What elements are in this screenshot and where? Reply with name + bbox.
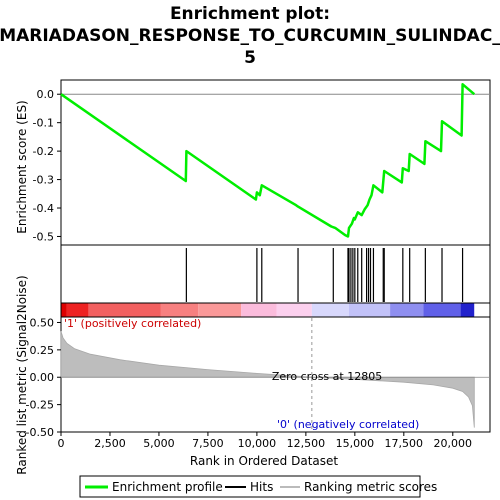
color-bar-segment xyxy=(423,303,461,317)
es-axis-label: Enrichment score (ES) xyxy=(15,100,29,233)
color-bar-segment xyxy=(160,303,199,317)
es-tick-label: -0.1 xyxy=(33,117,54,130)
x-tick-label: 5,000 xyxy=(143,437,175,450)
enrichment-score-panel: 0.0 -0.1 -0.2 -0.3 -0.4 -0.5 xyxy=(33,79,491,246)
es-panel-frame xyxy=(60,79,491,246)
chart-title-line-1: Enrichment plot: xyxy=(170,4,330,24)
ranked-metric-panel: 0.50 0.25 0.00 -0.25 -0.50 Zero cross at 1280… xyxy=(26,316,491,439)
x-tick-label: 17,500 xyxy=(385,437,424,450)
es-tick-label: -0.3 xyxy=(33,174,54,187)
metric-tick-label: -0.50 xyxy=(26,426,54,439)
color-bar-segment xyxy=(61,303,67,317)
metric-tick-label: 0.00 xyxy=(30,371,55,384)
x-tick-label: 2,500 xyxy=(94,437,126,450)
chart-title-line-3: 5 xyxy=(244,48,256,68)
metric-tick-label: 0.25 xyxy=(30,344,55,357)
legend: Enrichment profile Hits Ranking metric s… xyxy=(79,475,437,498)
color-bar-segment xyxy=(311,303,349,317)
x-tick-label: 0 xyxy=(58,437,65,450)
es-tick-label: -0.2 xyxy=(33,145,54,158)
negative-correlation-label: '0' (negatively correlated) xyxy=(277,418,419,431)
legend-label-ranking-metric: Ranking metric scores xyxy=(304,480,437,494)
x-tick-label: 15,000 xyxy=(336,437,375,450)
metric-tick-label: -0.25 xyxy=(26,399,54,412)
hits-panel xyxy=(60,244,491,304)
x-tick-label: 12,500 xyxy=(287,437,326,450)
color-bar-segment xyxy=(348,303,391,317)
x-tick-label: 20,000 xyxy=(434,437,473,450)
x-axis: 0 2,500 5,000 7,500 10,000 12,500 15,000 17,500… xyxy=(58,432,473,450)
color-bar-segment xyxy=(390,303,424,317)
legend-label-hits: Hits xyxy=(250,480,273,494)
color-bar-segment xyxy=(66,303,89,317)
chart-title-line-2: MARIADASON_RESPONSE_TO_CURCUMIN_SULINDAC… xyxy=(0,26,500,46)
color-bar-segment xyxy=(88,303,161,317)
positive-correlation-label: '1' (positively correlated) xyxy=(64,317,201,330)
color-bar-segment xyxy=(460,303,475,317)
legend-label-enrichment-profile: Enrichment profile xyxy=(112,480,223,494)
x-axis-label: Rank in Ordered Dataset xyxy=(190,454,338,468)
color-bar-segment xyxy=(198,303,242,317)
rank-color-bar xyxy=(60,302,491,318)
metric-axis-label: Ranked list metric (Signal2Noise) xyxy=(15,275,29,474)
hits-panel-frame xyxy=(60,244,491,304)
color-bar-segment xyxy=(241,303,277,317)
es-tick-label: -0.5 xyxy=(33,230,54,243)
color-bar-tail xyxy=(474,303,490,317)
x-tick-label: 10,000 xyxy=(238,437,277,450)
legend-box xyxy=(79,475,421,498)
es-tick-label: -0.4 xyxy=(33,202,54,215)
es-tick-label: 0.0 xyxy=(37,88,55,101)
color-bar-segment xyxy=(276,303,312,317)
x-tick-label: 7,500 xyxy=(192,437,224,450)
enrichment-profile-line xyxy=(60,83,476,238)
zero-cross-label: Zero cross at 12805 xyxy=(272,370,382,383)
metric-tick-label: 0.50 xyxy=(30,316,55,329)
